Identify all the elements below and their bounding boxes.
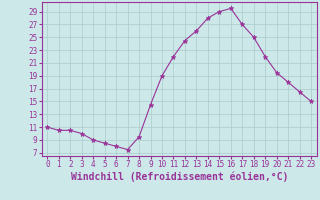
X-axis label: Windchill (Refroidissement éolien,°C): Windchill (Refroidissement éolien,°C) [70,172,288,182]
